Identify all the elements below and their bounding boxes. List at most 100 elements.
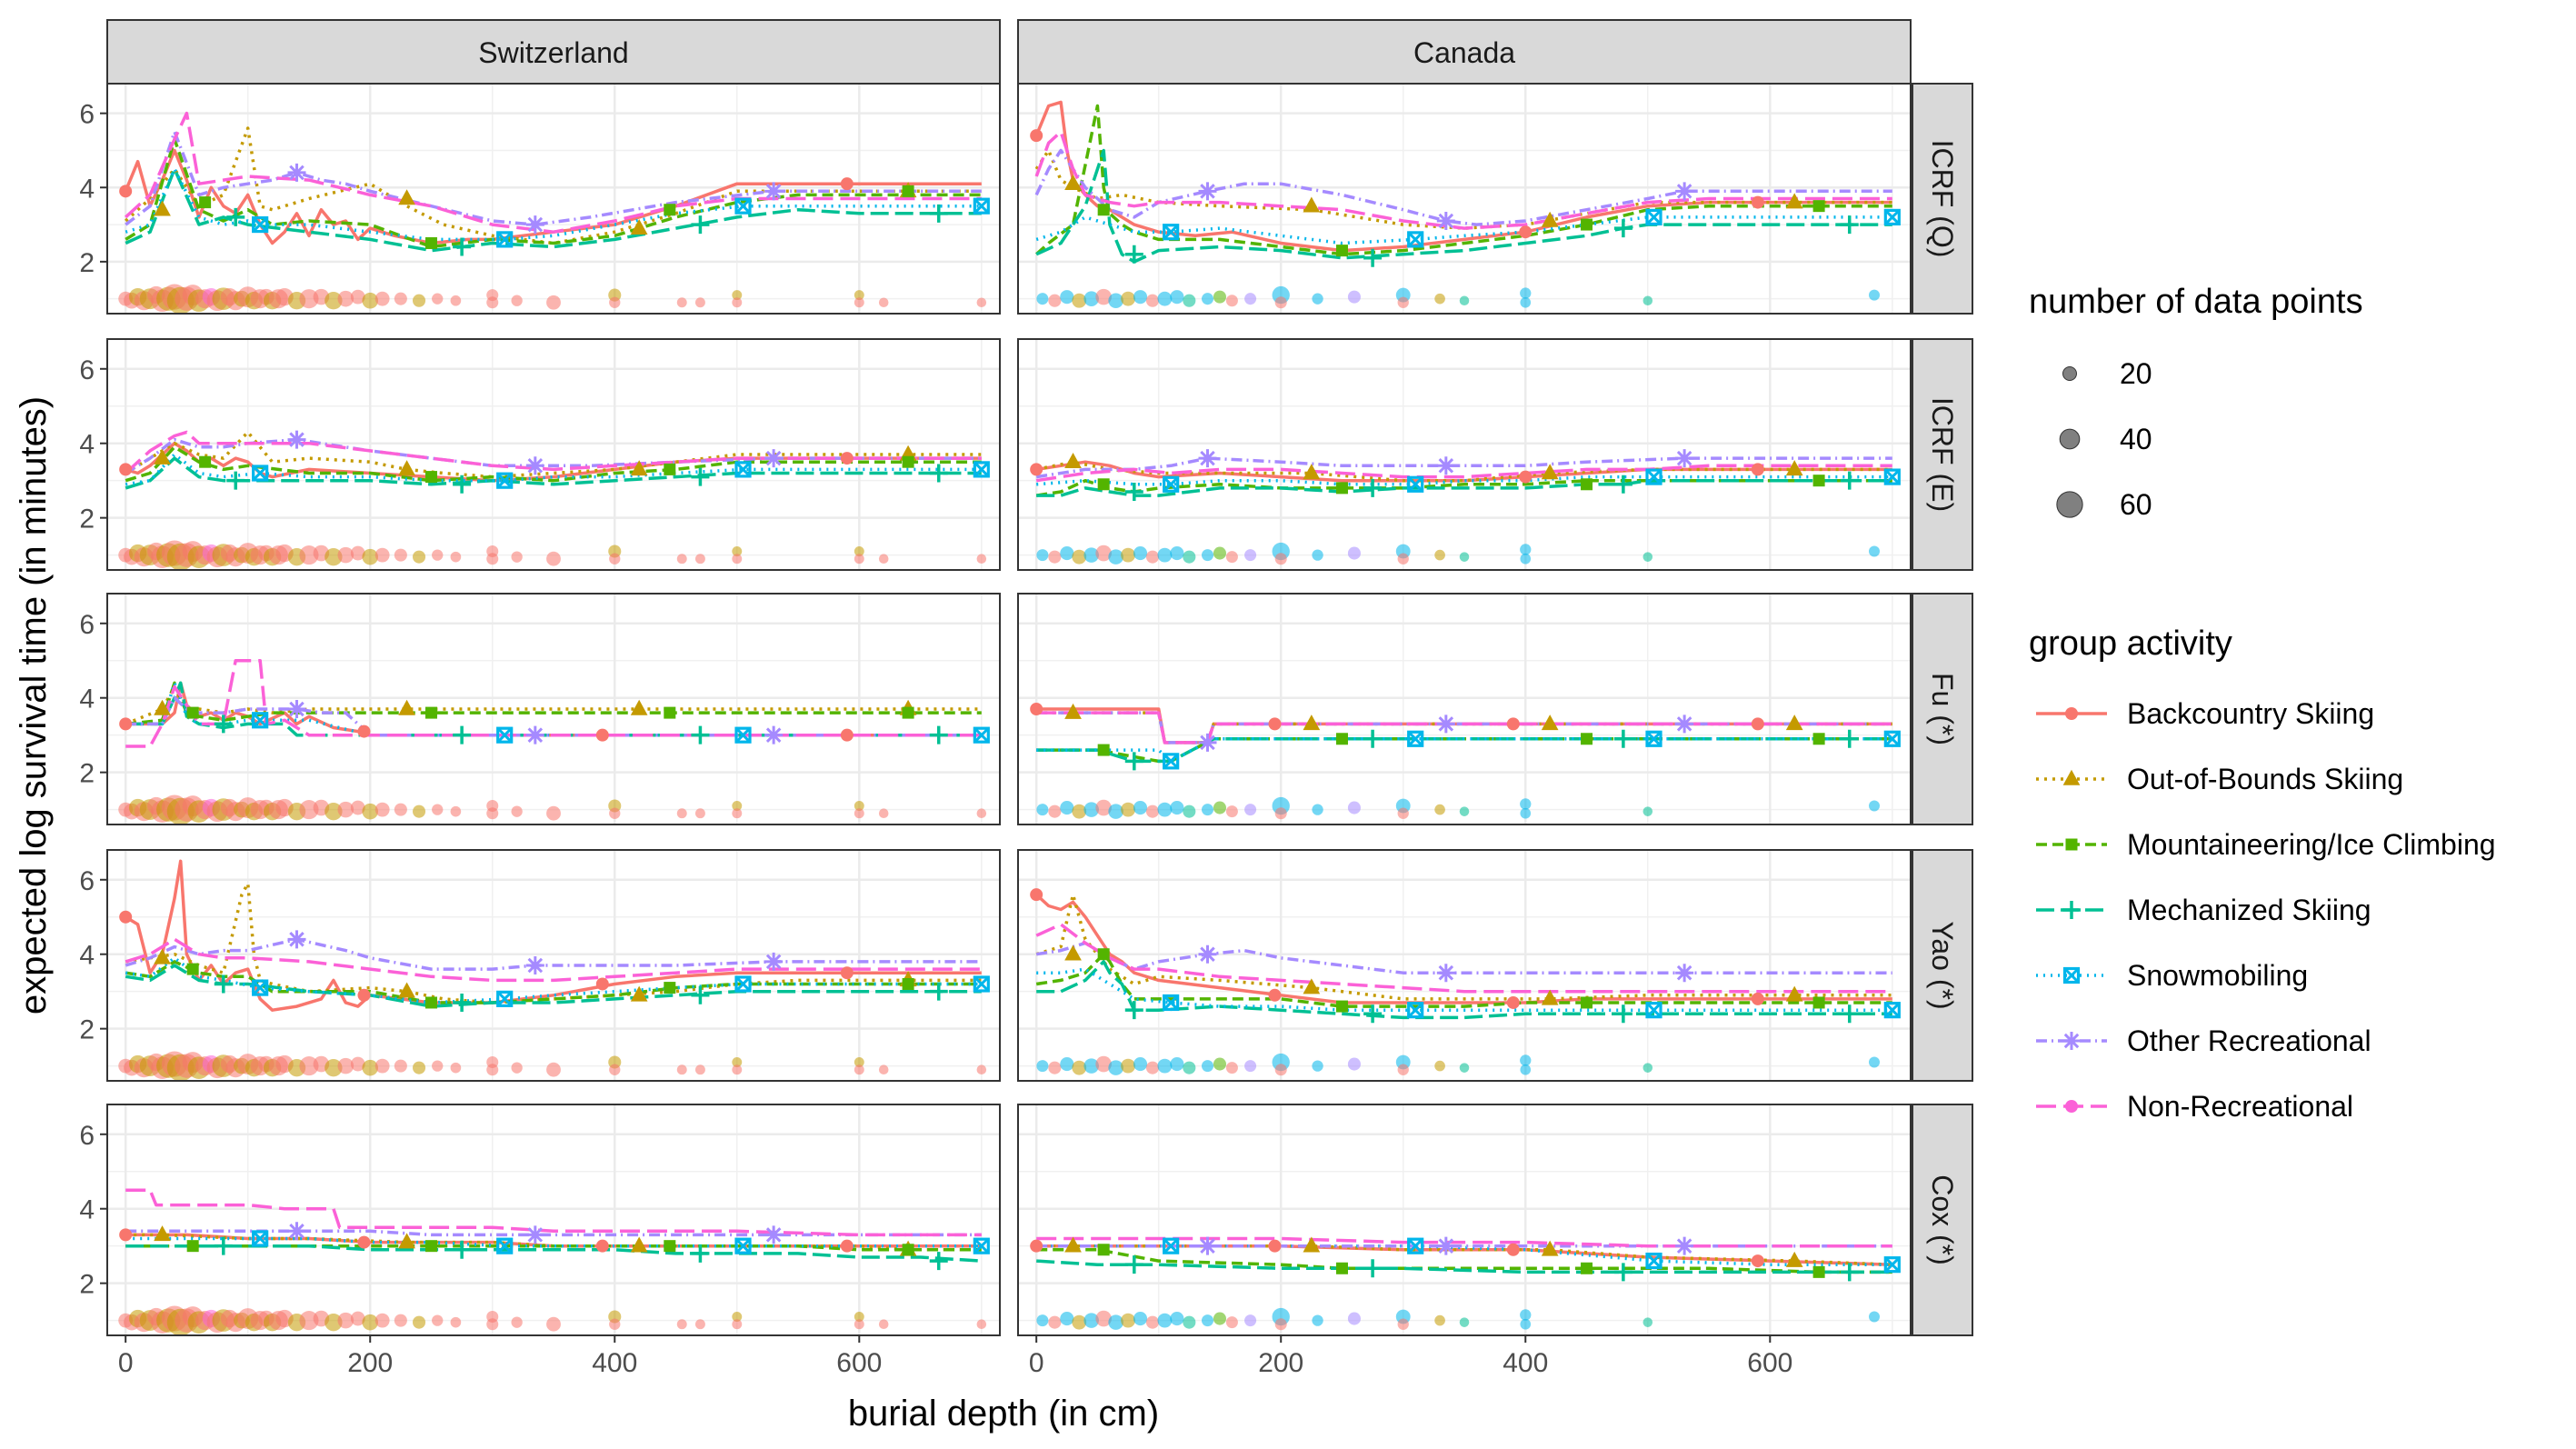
series-marker bbox=[1436, 456, 1455, 475]
y-tick-label: 2 bbox=[79, 1015, 95, 1045]
series-marker-cross bbox=[252, 1230, 268, 1247]
x-tick-label: 400 bbox=[592, 1348, 637, 1378]
series-marker-shape bbox=[630, 699, 648, 715]
series-marker-shape bbox=[1198, 733, 1217, 752]
data-point-bubble bbox=[1060, 800, 1074, 815]
series-marker-shape bbox=[973, 726, 990, 744]
data-point-bubble bbox=[450, 1062, 462, 1074]
data-point-bubble bbox=[1072, 1314, 1087, 1330]
series-marker bbox=[398, 982, 415, 998]
series-marker bbox=[1335, 1262, 1348, 1274]
data-point-bubble bbox=[676, 808, 687, 819]
data-point-bubble bbox=[1108, 1314, 1123, 1330]
series-marker bbox=[1751, 717, 1764, 731]
data-point-bubble bbox=[1459, 1317, 1470, 1327]
series-marker-shape bbox=[1541, 211, 1559, 227]
data-point-bubble bbox=[1225, 1316, 1238, 1329]
series-marker bbox=[424, 1240, 437, 1253]
series-marker bbox=[1268, 1239, 1282, 1253]
data-point-bubble bbox=[1108, 804, 1123, 819]
series-line-mountaineering-ice-climbing bbox=[125, 1244, 982, 1252]
data-point-bubble bbox=[350, 545, 365, 561]
series-marker-shape bbox=[1124, 245, 1143, 264]
data-point-bubble bbox=[362, 1059, 379, 1076]
series-marker-shape bbox=[1645, 730, 1662, 747]
data-point-bubble bbox=[486, 296, 499, 309]
series-marker-shape bbox=[1613, 1263, 1632, 1282]
series-marker-shape bbox=[119, 910, 133, 924]
data-point-bubble bbox=[1048, 1315, 1062, 1329]
panel-content bbox=[1030, 1236, 1901, 1331]
series-marker bbox=[357, 724, 371, 738]
legend-marker-snowmobiling bbox=[2062, 966, 2081, 984]
series-marker bbox=[186, 963, 199, 975]
data-point-bubble bbox=[337, 1057, 354, 1074]
series-marker bbox=[664, 204, 676, 216]
series-marker-shape bbox=[1335, 482, 1348, 495]
data-point-bubble bbox=[511, 551, 523, 563]
series-marker bbox=[1581, 218, 1593, 231]
row-label-icrf-q: ICRF (Q) bbox=[1926, 140, 1959, 258]
data-point-bubble bbox=[1095, 288, 1112, 305]
series-marker-shape bbox=[1581, 733, 1593, 745]
y-tick-label: 2 bbox=[79, 1270, 95, 1300]
series-marker bbox=[1541, 1240, 1559, 1256]
data-point-bubble bbox=[1048, 550, 1062, 564]
series-marker bbox=[1064, 703, 1082, 719]
series-marker-shape bbox=[1268, 988, 1282, 1002]
series-marker-cross bbox=[973, 198, 990, 215]
series-marker bbox=[1840, 1263, 1859, 1282]
series-marker-shape bbox=[154, 200, 171, 216]
series-marker bbox=[929, 204, 948, 223]
series-marker-shape bbox=[1030, 1239, 1043, 1253]
data-point-bubble bbox=[732, 808, 743, 819]
series-marker-cross bbox=[496, 1238, 513, 1254]
series-marker-shape bbox=[1198, 449, 1217, 468]
panel-content bbox=[118, 859, 990, 1081]
panel-content bbox=[118, 658, 990, 824]
legend-label-snowmobiling: Snowmobiling bbox=[2127, 959, 2308, 992]
data-point-bubble bbox=[1225, 551, 1238, 564]
data-point-bubble bbox=[1170, 545, 1184, 561]
series-marker-shape bbox=[664, 1240, 676, 1253]
data-point-bubble bbox=[394, 1059, 407, 1073]
series-marker bbox=[1030, 888, 1043, 902]
series-marker-shape bbox=[1581, 1262, 1593, 1274]
data-point-bubble bbox=[1347, 290, 1361, 304]
series-marker bbox=[1268, 717, 1282, 731]
data-point-bubble bbox=[324, 1058, 343, 1077]
series-marker-cross bbox=[1645, 469, 1662, 485]
series-marker bbox=[664, 1240, 676, 1253]
data-point-bubble bbox=[976, 808, 987, 818]
series-marker bbox=[199, 196, 212, 209]
size-legend-label-40: 40 bbox=[2120, 423, 2152, 455]
series-marker-shape bbox=[1198, 944, 1217, 964]
series-marker-shape bbox=[1840, 729, 1859, 748]
data-point-bubble bbox=[609, 1064, 621, 1075]
data-point-bubble bbox=[1347, 1057, 1361, 1071]
series-marker bbox=[1163, 1237, 1180, 1254]
series-marker-shape bbox=[1303, 196, 1321, 213]
data-point-bubble bbox=[1133, 1056, 1148, 1072]
series-marker bbox=[1436, 211, 1455, 230]
series-marker-shape bbox=[840, 728, 854, 742]
series-marker bbox=[595, 728, 609, 742]
data-point-bubble bbox=[1201, 293, 1214, 305]
series-line-mountaineering-ice-climbing bbox=[125, 137, 982, 249]
series-marker bbox=[1097, 948, 1110, 961]
series-marker bbox=[1363, 478, 1383, 497]
series-marker-shape bbox=[840, 452, 854, 465]
data-point-bubble bbox=[1121, 802, 1135, 817]
data-point-bubble bbox=[1201, 1314, 1214, 1327]
series-marker-shape bbox=[1268, 1239, 1282, 1253]
series-marker-shape bbox=[154, 448, 171, 465]
data-point-bubble bbox=[1520, 807, 1532, 819]
data-point-bubble bbox=[878, 297, 889, 308]
legend-marker-other-recreational bbox=[2062, 1032, 2081, 1050]
series-line-backcountry-skiing bbox=[125, 859, 982, 1012]
series-marker-shape bbox=[1613, 1004, 1632, 1024]
data-point-bubble bbox=[1274, 553, 1287, 565]
series-marker bbox=[398, 699, 415, 715]
series-marker bbox=[287, 930, 306, 949]
series-marker-shape bbox=[691, 215, 710, 235]
